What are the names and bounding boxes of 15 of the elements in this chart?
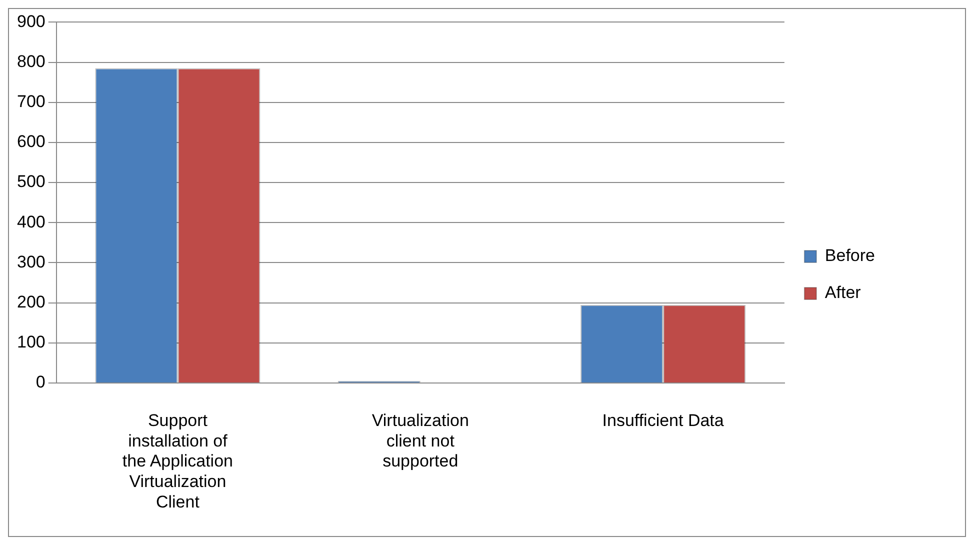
y-tick-label: 400: [16, 212, 46, 232]
y-tick-label: 100: [16, 332, 46, 352]
legend-label: Before: [824, 246, 876, 266]
x-tick-label: Virtualization client not supported: [372, 410, 469, 471]
y-tick-label: 900: [16, 12, 46, 31]
y-tick-label: 0: [36, 372, 46, 392]
y-tick-label: 600: [16, 132, 46, 152]
x-tick-label: Support installation of the Application Virtualization Client: [122, 410, 233, 512]
x-tick-label: Insufficient Data: [602, 410, 724, 430]
y-tick-label: 300: [16, 252, 46, 272]
y-tick-label: 500: [16, 172, 46, 192]
legend-label: After: [824, 283, 862, 302]
y-tick-label: 800: [16, 52, 46, 71]
y-tick-label: 700: [16, 92, 46, 112]
y-tick-label: 200: [16, 292, 46, 312]
